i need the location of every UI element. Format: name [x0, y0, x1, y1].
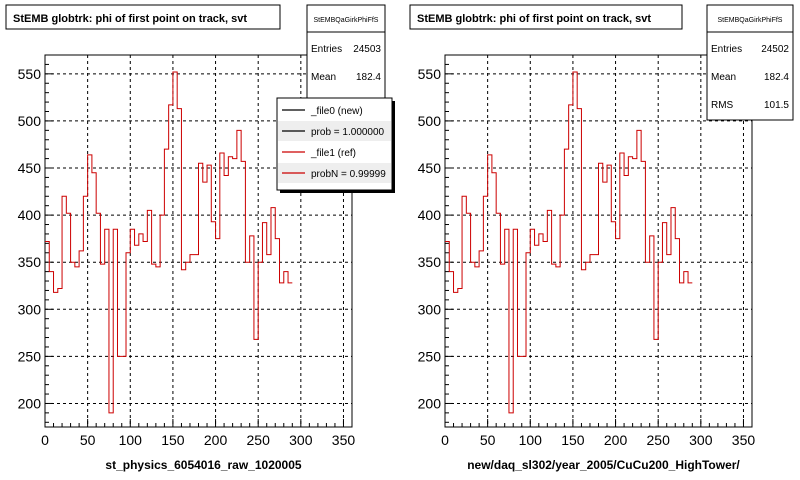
y-tick-label: 250 — [18, 348, 42, 364]
legend-label: prob = 1.000000 — [311, 127, 385, 138]
title-box — [409, 4, 683, 30]
x-tick-label: 200 — [604, 432, 628, 448]
x-axis-title: new/daq_sl302/year_2005/CuCu200_HighTowe… — [467, 458, 740, 472]
x-tick-label: 100 — [519, 432, 543, 448]
stats-value: 24502 — [761, 44, 789, 55]
chart-title: StEMB globtrk: phi of first point on tra… — [13, 13, 247, 25]
y-tick-label: 400 — [418, 207, 442, 223]
histogram-line — [45, 71, 293, 414]
chart-title: StEMB globtrk: phi of first point on tra… — [417, 13, 651, 25]
stats-label: Entries — [711, 44, 742, 55]
stats-box — [306, 4, 386, 114]
x-tick-label: 250 — [247, 432, 271, 448]
title-box — [5, 4, 281, 30]
x-tick-label: 350 — [732, 432, 756, 448]
x-tick-label: 0 — [441, 432, 449, 448]
y-tick-label: 500 — [18, 113, 42, 129]
stats-value: 182.4 — [764, 72, 789, 83]
stats-title: StEMBQaGirkPhiFfS — [314, 17, 379, 24]
y-tick-label: 300 — [18, 301, 42, 317]
y-tick-label: 450 — [18, 160, 42, 176]
legend-row-band — [278, 121, 391, 141]
histogram-line — [445, 71, 693, 414]
x-tick-label: 150 — [161, 432, 185, 448]
legend-label: probN = 0.99999 — [311, 169, 386, 180]
y-tick-label: 400 — [18, 207, 42, 223]
x-tick-label: 350 — [332, 432, 356, 448]
x-tick-label: 0 — [41, 432, 49, 448]
y-tick-label: 200 — [18, 395, 42, 411]
histogram-panel-2: 0 50 100 150 200 250 300 350 200 250 300 350 400 450 5… — [409, 4, 794, 472]
stats-value: 24503 — [353, 44, 381, 55]
y-tick-label: 350 — [18, 254, 42, 270]
x-tick-label: 250 — [647, 432, 671, 448]
x-tick-label: 300 — [289, 432, 313, 448]
stats-label: Mean — [311, 72, 336, 83]
y-tick-label: 550 — [18, 66, 42, 82]
y-tick-label: 550 — [418, 66, 442, 82]
legend-label: _file0 (new) — [310, 106, 363, 117]
x-tick-label: 300 — [689, 432, 713, 448]
y-tick-label: 350 — [418, 254, 442, 270]
stats-box — [706, 4, 794, 121]
x-tick-label: 50 — [480, 432, 496, 448]
legend-label: _file1 (ref) — [310, 148, 356, 159]
stats-value: 101.5 — [764, 100, 789, 111]
x-axis-title: st_physics_6054016_raw_1020005 — [105, 458, 301, 472]
stats-label: Mean — [711, 72, 736, 83]
y-tick-label: 250 — [418, 348, 442, 364]
stats-value: 182.4 — [356, 72, 381, 83]
y-tick-label: 500 — [418, 113, 442, 129]
x-tick-label: 200 — [204, 432, 228, 448]
y-tick-label: 300 — [418, 301, 442, 317]
x-tick-label: 100 — [119, 432, 143, 448]
histogram-panel-1: 0 50 100 150 200 250 300 350 200 250 300 350 400 450 5… — [5, 4, 395, 472]
x-tick-label: 150 — [561, 432, 585, 448]
y-tick-label: 200 — [418, 395, 442, 411]
y-tick-label: 450 — [418, 160, 442, 176]
stats-title: StEMBQaGirkPhiFfS — [718, 17, 783, 24]
stats-label: Entries — [311, 44, 342, 55]
stats-label: RMS — [711, 100, 734, 111]
legend-row-band — [278, 163, 391, 183]
x-tick-label: 50 — [80, 432, 96, 448]
